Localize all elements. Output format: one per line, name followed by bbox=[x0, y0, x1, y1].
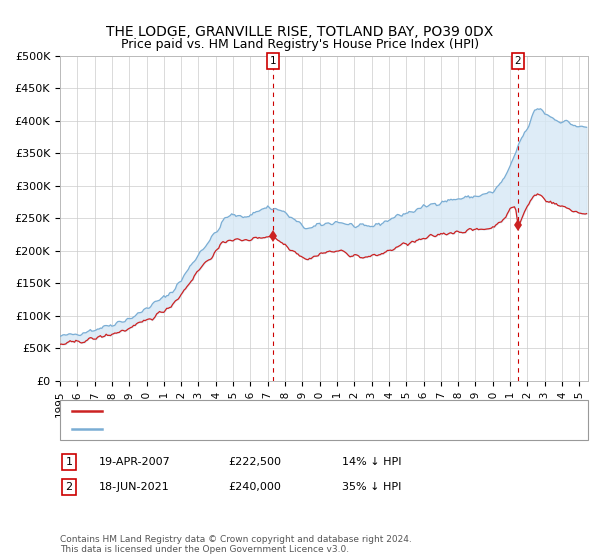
Text: £240,000: £240,000 bbox=[228, 482, 281, 492]
Text: 1: 1 bbox=[65, 457, 73, 467]
Text: Price paid vs. HM Land Registry's House Price Index (HPI): Price paid vs. HM Land Registry's House … bbox=[121, 38, 479, 51]
Text: 19-APR-2007: 19-APR-2007 bbox=[99, 457, 171, 467]
Text: £222,500: £222,500 bbox=[228, 457, 281, 467]
Text: Contains HM Land Registry data © Crown copyright and database right 2024.
This d: Contains HM Land Registry data © Crown c… bbox=[60, 535, 412, 554]
Text: 1: 1 bbox=[269, 56, 276, 66]
Text: THE LODGE, GRANVILLE RISE, TOTLAND BAY, PO39 0DX (detached house): THE LODGE, GRANVILLE RISE, TOTLAND BAY, … bbox=[108, 407, 493, 417]
Text: THE LODGE, GRANVILLE RISE, TOTLAND BAY, PO39 0DX: THE LODGE, GRANVILLE RISE, TOTLAND BAY, … bbox=[106, 25, 494, 39]
Text: 2: 2 bbox=[65, 482, 73, 492]
Text: 14% ↓ HPI: 14% ↓ HPI bbox=[342, 457, 401, 467]
Text: 35% ↓ HPI: 35% ↓ HPI bbox=[342, 482, 401, 492]
Text: HPI: Average price, detached house, Isle of Wight: HPI: Average price, detached house, Isle… bbox=[108, 423, 366, 433]
Text: 18-JUN-2021: 18-JUN-2021 bbox=[99, 482, 170, 492]
Text: 2: 2 bbox=[515, 56, 521, 66]
